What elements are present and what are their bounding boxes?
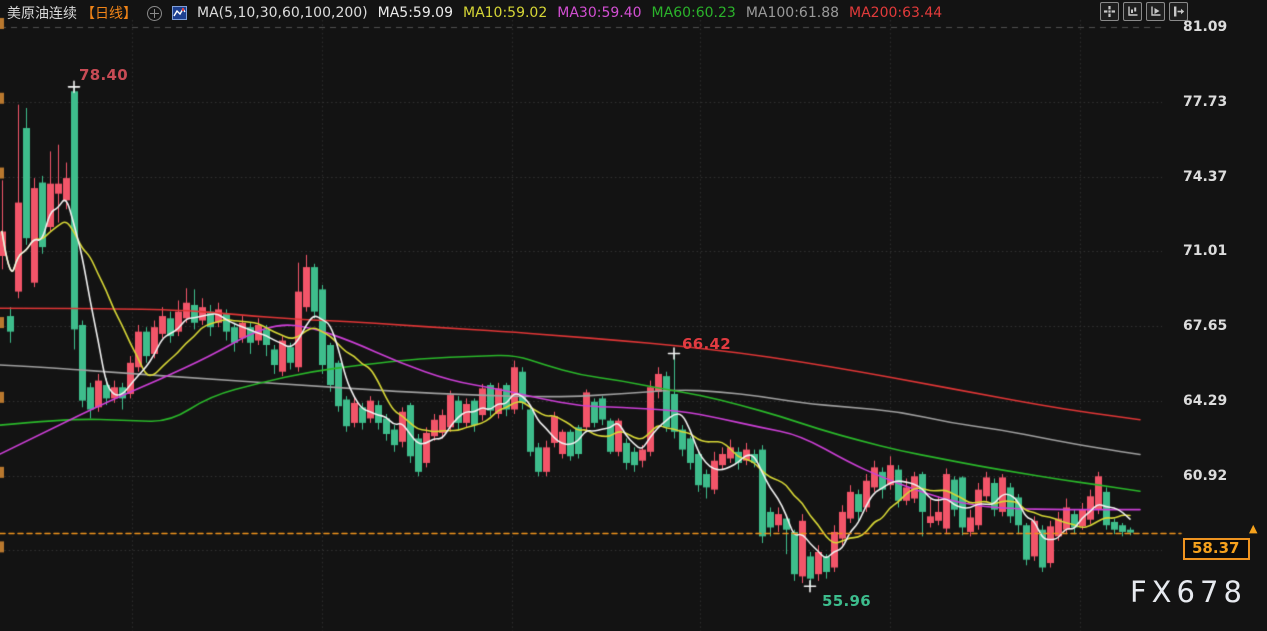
ma-group-label: MA(5,10,30,60,100,200) <box>197 5 368 21</box>
y-axis-label: 71.01 <box>1183 243 1228 260</box>
symbol-name: 美原油连续 <box>7 6 77 22</box>
exit-right-icon[interactable] <box>1169 2 1188 21</box>
y-axis-label: 64.29 <box>1183 392 1228 409</box>
price-up-arrow-icon: ▲ <box>1249 521 1258 535</box>
axis-chart-icon[interactable] <box>1123 2 1142 21</box>
ma200-value: MA200:63.44 <box>849 5 943 21</box>
add-compare-icon[interactable] <box>147 5 162 21</box>
watermark: FX678 <box>1130 575 1247 609</box>
low-annotation: 55.96 <box>822 592 871 611</box>
ma100-value: MA100:61.88 <box>745 5 840 21</box>
ma10-value: MA10:59.02 <box>462 5 548 21</box>
ma30-value: MA30:59.40 <box>557 5 642 21</box>
y-axis-label: 77.73 <box>1183 93 1228 110</box>
y-axis-label: 74.37 <box>1183 168 1228 185</box>
ma60-value: MA60:60.23 <box>651 5 736 21</box>
last-price-badge: 58.37 <box>1183 537 1251 560</box>
high-annotation: 78.40 <box>79 65 128 84</box>
crosshair-move-icon[interactable] <box>1100 2 1119 21</box>
chart-type-icon[interactable] <box>172 6 187 20</box>
ma5-value: MA5:59.09 <box>377 5 453 21</box>
axis-play-icon[interactable] <box>1146 2 1165 21</box>
y-axis-label: 67.65 <box>1183 318 1228 335</box>
y-axis-label: 60.92 <box>1183 467 1228 484</box>
y-axis-label: 81.09 <box>1183 19 1228 35</box>
period-label: 【日线】 <box>81 6 137 22</box>
swing-high-annotation: 66.42 <box>682 335 731 354</box>
chart-header: 美原油连续 【日线】 MA(5,10,30,60,100,200) MA5:59.… <box>7 3 942 23</box>
chart-toolbar <box>1100 2 1188 21</box>
